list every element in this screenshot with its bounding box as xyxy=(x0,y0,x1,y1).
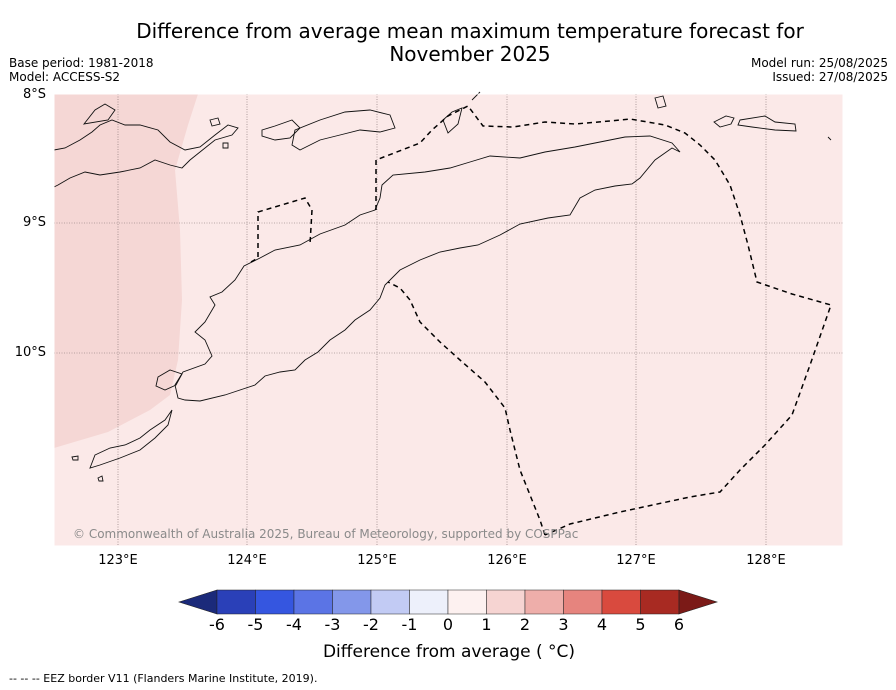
title-line-2: November 2025 xyxy=(389,42,551,66)
lon-label-124e: 124°E xyxy=(227,553,267,568)
model-name: Model: ACCESS-S2 xyxy=(9,70,121,84)
copyright-notice: © Commonwealth of Australia 2025, Bureau… xyxy=(73,527,579,541)
title-line-1: Difference from average mean maximum tem… xyxy=(136,19,804,43)
colorbar-bin-9 xyxy=(524,589,564,615)
colorbar-bin-11 xyxy=(601,589,641,615)
lon-label-123e: 123°E xyxy=(98,553,138,568)
issued-date: Issued: 27/08/2025 xyxy=(772,70,888,84)
colorbar-bin-8 xyxy=(486,589,526,615)
timor-coastline xyxy=(174,135,681,402)
colorbar-tick: -1 xyxy=(401,615,418,634)
lon-label-128e: 128°E xyxy=(746,553,786,568)
colorbar-bin-5 xyxy=(370,589,410,615)
colorbar-tick: 0 xyxy=(442,615,454,634)
colorbar-tick: 1 xyxy=(481,615,492,634)
colorbar xyxy=(178,589,718,615)
colorbar-bin-12 xyxy=(640,589,680,615)
meta-right: Model run: 25/08/2025 Issued: 27/08/2025 xyxy=(751,56,888,84)
colorbar-tick: 5 xyxy=(635,615,646,634)
colorbar-tick: -2 xyxy=(363,615,379,634)
lon-label-126e: 126°E xyxy=(487,553,527,568)
colorbar-high-extend xyxy=(678,589,718,615)
base-period: Base period: 1981-2018 xyxy=(9,56,154,70)
eez-border xyxy=(250,105,832,536)
colorbar-tick: 4 xyxy=(596,615,608,634)
colorbar-bin-7 xyxy=(447,589,487,615)
colorbar-tick: -4 xyxy=(286,615,302,634)
lon-label-127e: 127°E xyxy=(616,553,656,568)
colorbar-low-extend xyxy=(178,589,218,615)
colorbar-tick: -3 xyxy=(324,615,341,634)
colorbar-bin-1 xyxy=(216,589,256,615)
lat-label-8s: 8°S xyxy=(22,87,46,102)
meta-left: Base period: 1981-2018 Model: ACCESS-S2 xyxy=(9,56,154,84)
warm-anomaly-zone xyxy=(54,94,198,448)
colorbar-label: Difference from average ( °C) xyxy=(322,642,576,662)
colorbar-tick: 2 xyxy=(519,615,531,634)
coastlines xyxy=(53,91,832,482)
colorbar-tick: 6 xyxy=(673,615,685,634)
chart-title: Difference from average mean maximum tem… xyxy=(0,20,896,66)
map-border xyxy=(53,93,844,547)
colorbar-bin-4 xyxy=(332,589,372,615)
model-run: Model run: 25/08/2025 xyxy=(750,56,888,70)
lon-label-125e: 125°E xyxy=(357,553,397,568)
colorbar-bin-3 xyxy=(293,589,333,615)
colorbar-tick: -5 xyxy=(247,615,264,634)
eez-legend: -- -- -- EEZ border V11 (Flanders Marine… xyxy=(9,672,318,685)
lat-label-9s: 9°S xyxy=(22,215,46,230)
map-background xyxy=(54,94,843,546)
northern-islands xyxy=(53,119,239,188)
colorbar-bin-6 xyxy=(409,589,449,615)
colorbar-tick: -6 xyxy=(209,615,225,634)
colorbar-bin-10 xyxy=(563,589,603,615)
colorbar-bin-2 xyxy=(255,589,295,615)
colorbar-tick: 3 xyxy=(558,615,569,634)
lat-label-10s: 10°S xyxy=(14,345,46,360)
